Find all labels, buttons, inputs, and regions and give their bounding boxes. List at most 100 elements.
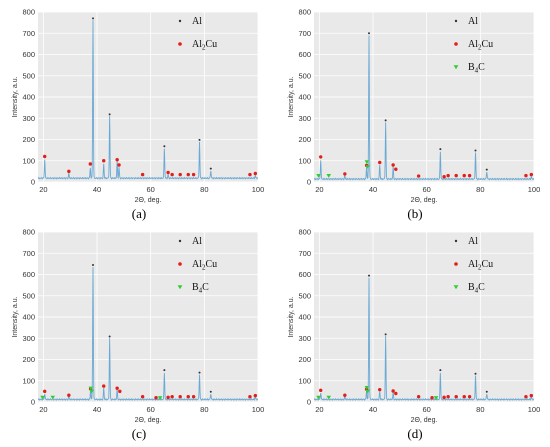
al2cu-marker [416,174,421,178]
al2cu-marker [67,169,71,174]
b4c-marker [88,386,94,391]
al-marker [209,167,212,170]
al-marker [384,119,387,122]
al2cu-marker [115,157,119,162]
al2cu-marker [154,396,158,400]
panel-b: 0 100 200 300 400 500 600 700 800 20 40 60 80 100 Inte… [284,6,546,221]
x-tick-label: 80 [200,185,208,194]
x-tick-label: 40 [369,405,377,414]
al2cu-marker [67,393,71,397]
legend-label-al: Al [192,16,202,27]
al2cu-marker [524,173,528,178]
x-tick-label: 100 [252,185,265,194]
al2cu-marker [115,386,119,390]
al2cu-marker [43,154,47,159]
phase-markers [40,263,258,400]
b4c-marker [365,389,370,394]
al-marker [368,274,370,277]
al-marker [474,149,477,152]
al2cu-marker [178,394,182,399]
al2cu-marker [378,387,382,392]
al2cu-marker [529,172,534,177]
al-marker [485,390,488,393]
y-tick-label: 200 [22,355,35,364]
x-tick-label: 60 [147,405,155,414]
legend: Al Al2Cu B4C [453,16,493,75]
phase-markers [43,17,258,177]
al2cu-marker [454,173,458,178]
xrd-trace [37,20,259,180]
y-tick-label: 0 [31,178,35,187]
al2cu-marker [102,384,106,388]
legend-label-al: Al [468,236,478,247]
al2cu-marker [178,172,182,177]
y-tick-label: 300 [22,334,35,343]
legend-al-marker [178,19,182,23]
legend-al2cu-marker [454,262,458,266]
legend-al-marker [454,19,458,23]
b4c-marker [326,395,332,400]
al2cu-marker [394,167,398,171]
panel-label-d: (d) [407,426,423,441]
x-tick-label: 40 [369,185,377,194]
al-marker [485,168,488,171]
legend-label-al2cu: Al2Cu [468,259,493,272]
al2cu-marker [253,393,258,398]
y-tick-label: 400 [22,313,35,322]
al2cu-marker [118,389,122,394]
y-tick-label: 200 [298,135,311,144]
y-tick-label: 800 [298,8,311,17]
al2cu-marker [170,172,174,177]
al2cu-marker [462,173,466,178]
al2cu-marker [43,389,47,394]
xrd-trace [313,35,535,181]
y-tick-label: 0 [307,178,311,187]
x-axis-label: 2Θ, deg. [135,417,162,424]
legend: Al Al2Cu [178,16,217,52]
phase-markers [316,274,534,400]
x-tick-label: 20 [39,405,47,414]
legend-al2cu-marker [454,42,458,46]
y-axis-label: Intensity, a.u. [12,296,19,337]
x-axis-label: 2Θ, deg. [135,197,162,204]
panel-d: 0 100 200 300 400 500 600 700 800 20 40 60 80 100 Inte… [284,226,546,441]
al-marker [474,372,477,375]
al-marker [198,138,201,141]
legend-label-b4c: B4C [468,282,485,295]
y-tick-label: 300 [298,114,311,123]
grid [314,231,535,403]
al2cu-marker [343,393,347,397]
y-axis-label: Intensity, a.u. [288,296,295,337]
phase-markers [316,32,534,179]
y-tick-label: 500 [22,71,35,80]
panel-label-b: (b) [407,206,423,221]
al-marker [92,17,94,20]
b4c-marker [433,396,439,400]
al2cu-marker [248,394,252,399]
y-tick-label: 100 [298,376,311,385]
xrd-chart-c: 0 100 200 300 400 500 600 700 800 20 40 60 80 100 Inte… [12,228,264,424]
y-tick-label: 800 [298,228,311,237]
x-tick-label: 40 [93,185,101,194]
legend-al-marker [454,239,458,243]
y-tick-label: 400 [298,313,311,322]
al2cu-marker [442,174,446,179]
x-tick-label: 20 [315,185,323,194]
al-marker [163,369,166,372]
al-marker [108,113,111,116]
al-marker [368,32,370,35]
al2cu-marker [416,394,421,399]
y-tick-label: 700 [22,29,35,38]
x-tick-label: 80 [200,405,208,414]
al2cu-marker [378,160,382,165]
x-axis-label: 2Θ, deg. [411,197,438,204]
b4c-marker [316,174,321,178]
b4c-marker [157,396,163,400]
al2cu-marker [391,163,395,167]
y-tick-label: 600 [22,50,35,59]
al2cu-marker [253,171,258,176]
legend-label-al2cu: Al2Cu [192,39,217,52]
legend-al2cu-marker [178,262,182,266]
al2cu-marker [319,155,323,159]
b4c-marker [40,395,45,400]
